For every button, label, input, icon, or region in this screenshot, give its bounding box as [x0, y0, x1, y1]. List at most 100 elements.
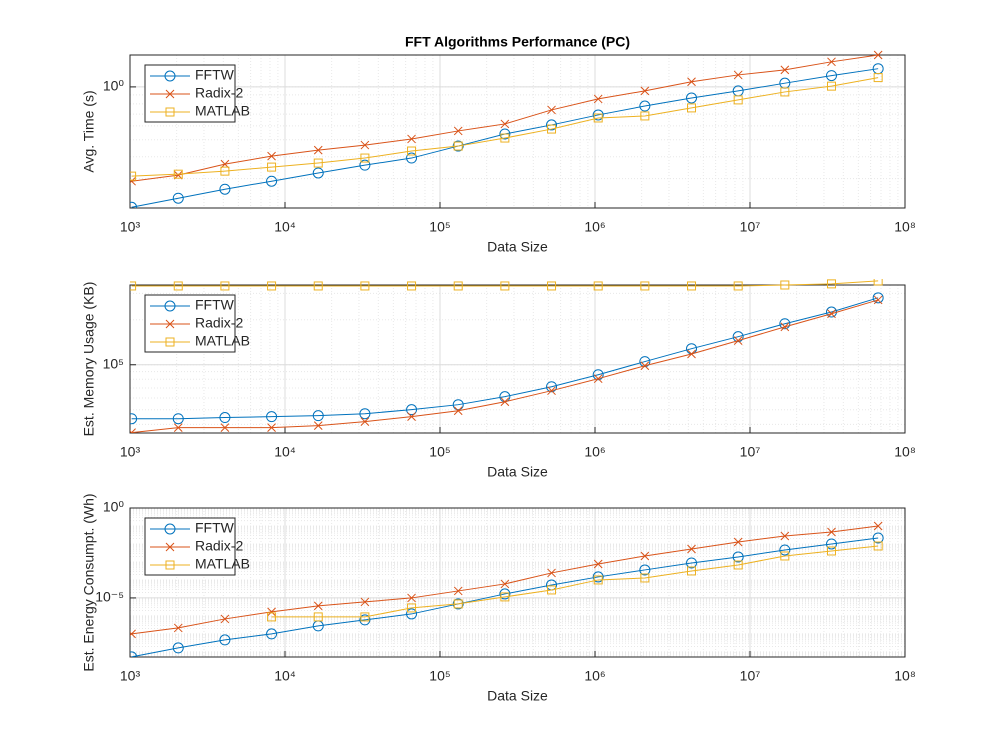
x-tick-label: 10⁵ — [429, 444, 450, 460]
data-point — [220, 281, 230, 291]
data-point — [173, 169, 183, 179]
y-tick-label: 10⁰ — [103, 499, 125, 515]
data-point — [313, 145, 323, 155]
legend-marker — [164, 523, 176, 535]
data-point — [687, 566, 697, 576]
data-point — [360, 417, 370, 426]
data-point — [687, 349, 696, 359]
data-point — [453, 281, 463, 291]
data-point — [499, 588, 511, 600]
data-point — [172, 413, 184, 425]
data-point — [593, 113, 603, 123]
data-point — [687, 103, 697, 113]
data-point — [313, 281, 323, 291]
data-point — [639, 100, 651, 112]
x-axis-label: Data Size — [487, 464, 548, 480]
data-point — [639, 356, 651, 368]
y-axis-label: Est. Energy Consumpt. (Wh) — [81, 493, 97, 671]
y-tick-label: 10⁰ — [103, 78, 125, 94]
data-point — [453, 141, 463, 151]
data-point — [639, 564, 651, 576]
data-point — [407, 134, 416, 144]
x-tick-label: 10³ — [120, 444, 141, 460]
data-point — [640, 573, 650, 583]
x-axis-label: Data Size — [487, 688, 548, 704]
series-line — [131, 297, 879, 420]
data-point — [130, 201, 138, 208]
data-point — [220, 423, 230, 433]
data-point — [499, 128, 511, 140]
data-point — [780, 531, 790, 541]
legend-label: MATLAB — [195, 333, 250, 349]
x-tick-label: 10⁴ — [274, 444, 296, 460]
data-point — [547, 281, 557, 291]
data-point — [172, 192, 184, 204]
data-point — [360, 612, 370, 622]
x-tick-label: 10³ — [120, 219, 141, 235]
data-point — [873, 521, 883, 531]
data-point — [453, 406, 463, 416]
legend-marker — [164, 300, 176, 312]
data-point — [686, 92, 698, 104]
data-point — [825, 70, 837, 82]
x-tick-label: 10⁸ — [894, 444, 916, 460]
data-point — [130, 413, 138, 425]
series-line — [131, 280, 879, 287]
data-point — [130, 171, 137, 181]
data-point — [873, 50, 883, 60]
legend-marker — [165, 337, 175, 347]
series-line — [271, 545, 879, 618]
data-point — [360, 140, 370, 150]
data-point — [827, 527, 836, 537]
data-point — [312, 167, 324, 179]
data-point — [406, 608, 418, 620]
data-point — [500, 397, 510, 407]
data-point — [686, 557, 698, 569]
data-point — [130, 281, 137, 291]
data-point — [267, 281, 277, 291]
data-point — [359, 159, 371, 171]
data-point — [453, 586, 463, 596]
data-point — [359, 408, 371, 420]
x-tick-label: 10⁶ — [584, 219, 605, 235]
data-point — [732, 331, 744, 343]
x-tick-label: 10⁵ — [429, 219, 450, 235]
data-point — [732, 551, 744, 563]
legend-label: MATLAB — [195, 556, 250, 572]
data-point — [500, 579, 510, 589]
data-point — [547, 386, 556, 396]
chart-title: FFT Algorithms Performance (PC) — [405, 34, 630, 50]
legend-label: FFTW — [195, 297, 235, 313]
plot-content — [130, 521, 884, 657]
data-point — [360, 281, 370, 291]
data-point — [453, 599, 463, 609]
data-point — [780, 280, 790, 290]
data-point — [313, 612, 323, 622]
data-point — [733, 537, 743, 547]
data-point — [500, 281, 510, 291]
data-point — [640, 551, 650, 561]
data-point — [219, 412, 231, 424]
data-point — [547, 105, 556, 115]
data-point — [873, 73, 883, 83]
data-point — [640, 281, 650, 291]
x-tick-label: 10⁵ — [429, 668, 450, 684]
axes-box — [129, 284, 906, 434]
data-point — [687, 77, 696, 87]
data-point — [266, 628, 278, 640]
data-point — [406, 152, 418, 164]
data-point — [500, 119, 510, 129]
data-point — [173, 623, 183, 633]
x-tick-label: 10⁸ — [894, 668, 916, 684]
legend-label: FFTW — [195, 520, 235, 536]
data-point — [267, 151, 276, 161]
data-point — [547, 585, 557, 595]
data-point — [546, 119, 558, 131]
legend-label: Radix-2 — [195, 85, 243, 101]
data-point — [219, 183, 231, 195]
data-point — [592, 369, 604, 381]
axes-box — [129, 54, 906, 209]
data-point — [220, 166, 230, 176]
axes-box — [129, 507, 906, 658]
data-point — [592, 109, 604, 121]
